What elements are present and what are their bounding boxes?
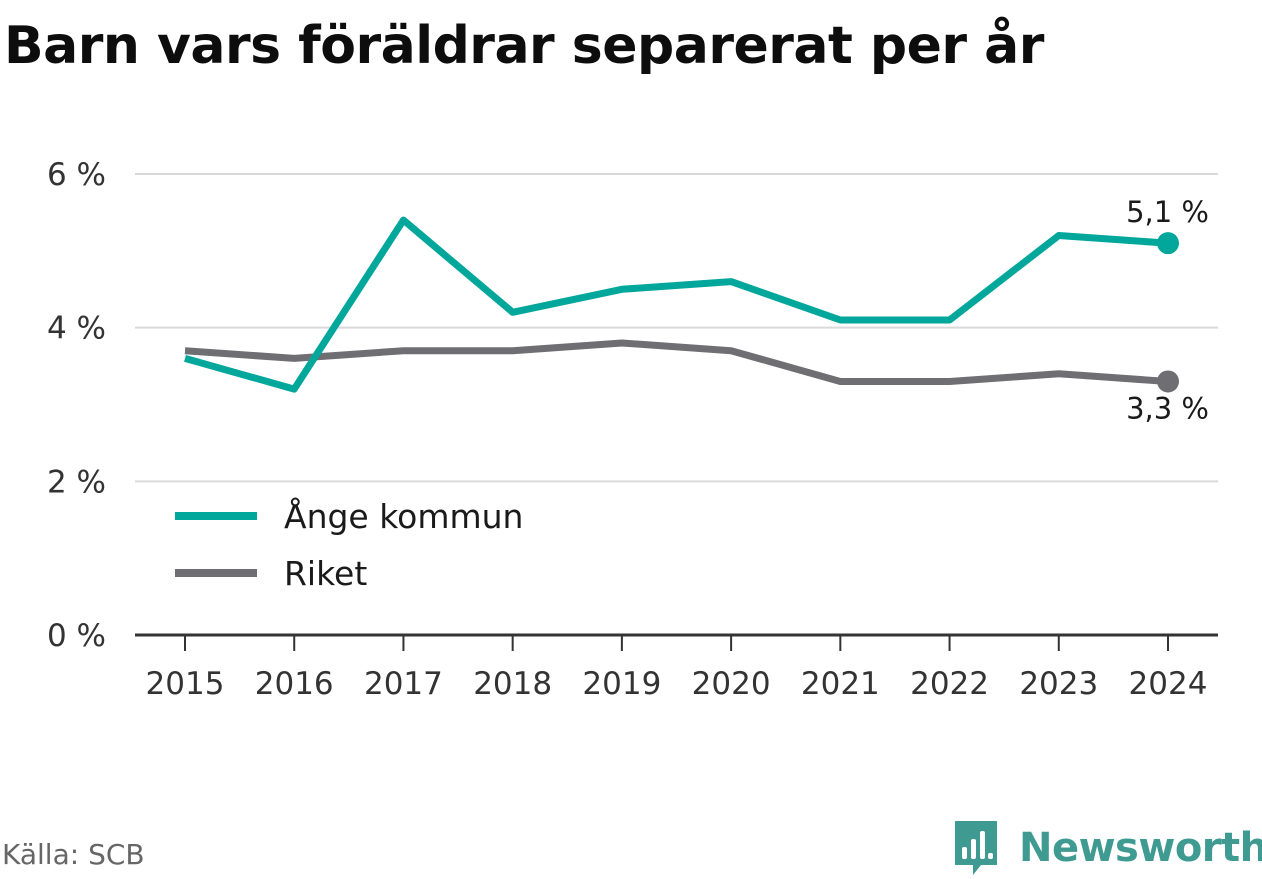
y-tick-label: 4 % [47, 311, 106, 347]
legend-label-0: Ånge kommun [284, 496, 523, 536]
bar-chart-bubble-icon [955, 821, 997, 875]
x-tick-label: 2024 [1129, 666, 1208, 702]
series-line-0 [184, 216, 1169, 393]
end-label-0: 5,1 % [1126, 195, 1209, 229]
grid-layer: 0 % 2 % 4 % 6 % 2015 2016 2017 2018 2019 2020 2021… [47, 157, 1218, 702]
chart-title: Barn vars föräldrar separerat per år [4, 16, 1044, 76]
end-label-1: 3,3 % [1126, 391, 1209, 425]
x-tick-label: 2022 [910, 666, 989, 702]
x-tick-label: 2019 [582, 666, 661, 702]
x-tick-label: 2020 [692, 666, 771, 702]
brand-logo: Newsworthy [951, 817, 1262, 879]
y-tick-label: 2 % [47, 464, 106, 500]
series-end-point-0 [1157, 232, 1179, 255]
source-note: Källa: SCB [2, 838, 145, 871]
x-tick-label: 2021 [801, 666, 880, 702]
x-tick-label: 2018 [473, 666, 552, 702]
x-tick-label: 2023 [1019, 666, 1098, 702]
legend: Ånge kommun Riket [163, 484, 558, 610]
legend-label-1: Riket [284, 554, 367, 593]
brand-name: Newsworthy [1019, 825, 1262, 871]
label-layer: 5,1 % 3,3 % [1126, 195, 1209, 425]
y-tick-label: 0 % [47, 618, 106, 654]
legend-background [163, 484, 558, 610]
series-layer [184, 216, 1179, 393]
series-end-point-1 [1157, 370, 1179, 393]
x-tick-label: 2017 [364, 666, 443, 702]
x-tick-label: 2016 [255, 666, 334, 702]
series-line-1 [184, 339, 1169, 385]
y-tick-label: 6 % [47, 157, 106, 193]
x-tick-label: 2015 [146, 666, 225, 702]
